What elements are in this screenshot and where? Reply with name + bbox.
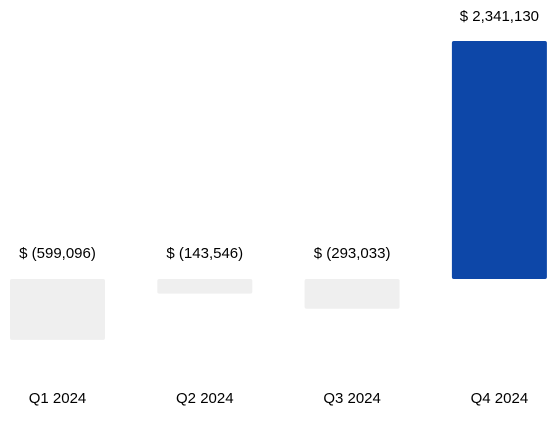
data-label-q2-2024: $ (143,546) <box>166 245 243 262</box>
x-tick-label-q4-2024: Q4 2024 <box>471 390 529 407</box>
bar-q1-2024 <box>10 279 105 340</box>
x-axis-tick-labels: Q1 2024 Q2 2024 Q3 2024 Q4 2024 <box>29 390 528 407</box>
data-label-q3-2024: $ (293,033) <box>314 245 391 262</box>
x-tick-label-q3-2024: Q3 2024 <box>323 390 381 407</box>
data-label-q1-2024: $ (599,096) <box>19 245 96 262</box>
data-label-q4-2024: $ 2,341,130 <box>460 8 539 25</box>
bar-q4-2024 <box>451 41 547 279</box>
bars-layer <box>10 41 547 340</box>
data-labels-layer: $ (599,096) $ (143,546) $ (293,033) $ 2,341… <box>19 8 539 262</box>
bar-q3-2024 <box>304 279 400 309</box>
x-tick-label-q1-2024: Q1 2024 <box>29 390 87 407</box>
bar-q2-2024 <box>157 279 253 294</box>
x-tick-label-q2-2024: Q2 2024 <box>176 390 234 407</box>
